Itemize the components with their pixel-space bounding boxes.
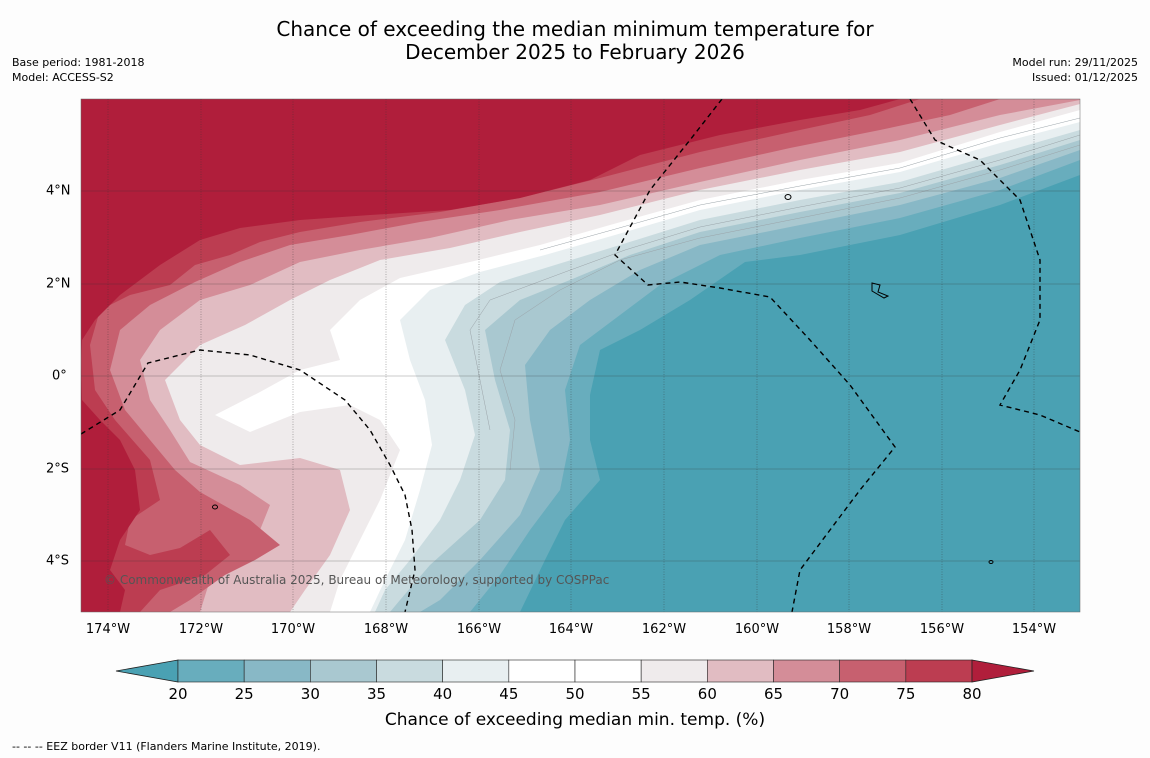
- colorbar-tick-label: 65: [763, 685, 784, 703]
- colorbar-segment: [574, 659, 642, 683]
- contour-line: [539, 117, 1080, 251]
- colorbar-segment: [177, 659, 245, 683]
- lon-label: 160°W: [734, 622, 780, 637]
- colorbar-tick-label: 75: [896, 685, 916, 703]
- lat-label: 4°N: [46, 183, 71, 199]
- base-period: Base period: 1981-2018: [12, 56, 145, 69]
- colorbar-segment: [508, 659, 576, 683]
- lat-label: 2°N: [46, 276, 71, 292]
- copyright-credit: © Commonwealth of Australia 2025, Bureau…: [104, 573, 610, 587]
- colorbar-segment: [773, 659, 840, 683]
- colorbar-tick-label: 60: [697, 685, 717, 703]
- lat-label: 4°S: [46, 553, 70, 569]
- colorbar-tick-label: 40: [433, 685, 453, 703]
- colorbar-tick-label: 25: [234, 685, 254, 703]
- lon-label: 158°W: [826, 622, 872, 637]
- latitude-gridlines: [81, 190, 1080, 562]
- colorbar-segment: [640, 659, 708, 683]
- model-name: Model: ACCESS-S2: [12, 71, 114, 84]
- islands: [212, 194, 994, 564]
- lat-label: 0°: [52, 368, 67, 384]
- colorbar-segment: [243, 659, 311, 683]
- lon-label: 156°W: [919, 622, 965, 637]
- longitude-gridlines: [107, 99, 1035, 612]
- meta-left: Base period: 1981-2018 Model: ACCESS-S2: [12, 55, 144, 85]
- colorbar-tick-label: 80: [962, 685, 982, 703]
- lon-label: 162°W: [641, 622, 687, 637]
- colorbar-tick-label: 70: [830, 685, 850, 703]
- map-fill: [81, 99, 1080, 612]
- title-line-1: Chance of exceeding the median minimum t…: [276, 17, 874, 41]
- meta-right: Model run: 29/11/2025 Issued: 01/12/2025: [1012, 55, 1138, 85]
- issued-date: Issued: 01/12/2025: [1031, 71, 1138, 84]
- lat-label: 2°S: [46, 461, 70, 477]
- lon-label: 164°W: [548, 622, 594, 637]
- zone-above-80: [81, 99, 900, 612]
- colorbar-high-arrow: [971, 659, 1035, 683]
- model-run: Model run: 29/11/2025: [1012, 56, 1138, 69]
- colorbar-segment: [310, 659, 377, 683]
- eez-borders: [81, 99, 1080, 612]
- colorbar-segment: [707, 659, 774, 683]
- colorbar-tick-label: 35: [366, 685, 387, 703]
- colorbar-segments: [177, 659, 973, 683]
- lon-label: 154°W: [1011, 622, 1057, 637]
- colorbar-segment: [442, 659, 510, 683]
- colorbar-tick-label: 45: [499, 685, 519, 703]
- zone-75: [81, 99, 920, 612]
- footnote: -- -- -- EEZ border V11 (Flanders Marine…: [12, 740, 321, 753]
- lon-label: 170°W: [270, 622, 316, 637]
- colorbar-title: Chance of exceeding median min. temp. (%…: [384, 710, 766, 730]
- chart-title: Chance of exceeding the median minimum t…: [0, 18, 1150, 64]
- colorbar-segment: [376, 659, 443, 683]
- colorbar-tick-label: 30: [300, 685, 320, 703]
- lon-label: 172°W: [178, 622, 224, 637]
- lon-label: 174°W: [85, 622, 131, 637]
- lon-label: 166°W: [456, 622, 502, 637]
- colorbar-tick-label: 55: [631, 685, 651, 703]
- contour-line: [499, 144, 1080, 471]
- map-frame: [80, 98, 1081, 613]
- lon-label: 168°W: [363, 622, 409, 637]
- colorbar-segment: [839, 659, 907, 683]
- colorbar-low-arrow: [115, 659, 179, 683]
- title-line-2: December 2025 to February 2026: [405, 40, 745, 64]
- colorbar-segment: [905, 659, 973, 683]
- colorbar-tick-label: 20: [168, 685, 188, 703]
- contour-line: [469, 134, 1080, 431]
- colorbar-tick-label: 50: [565, 685, 585, 703]
